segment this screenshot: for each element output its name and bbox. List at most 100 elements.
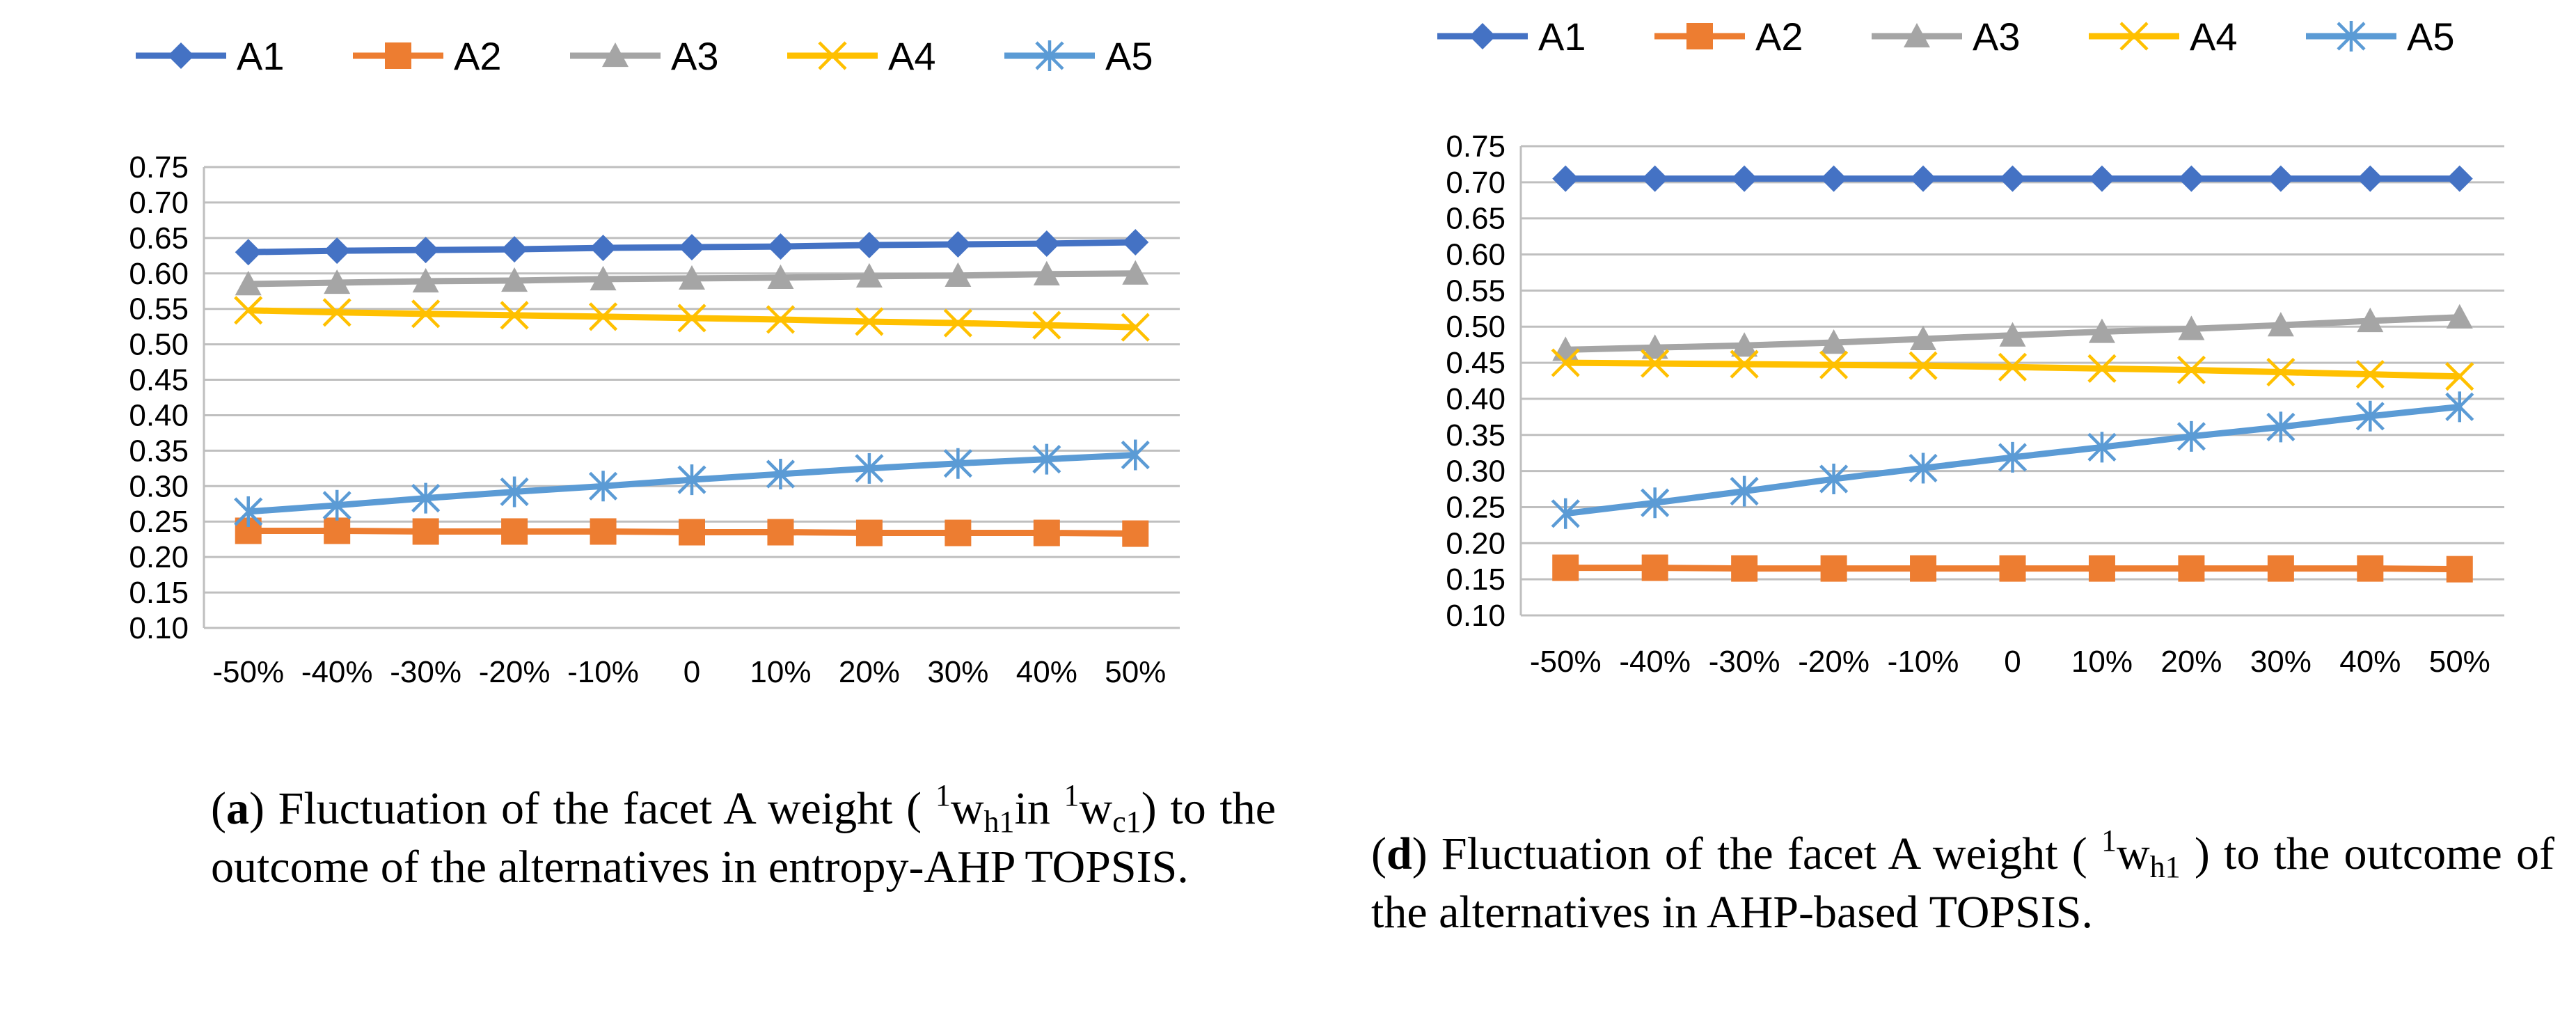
y-tick-label: 0.75 [1446,129,1506,164]
data-point-a5 [1641,487,1670,519]
caption-a-w1-base: w [950,783,984,834]
data-point-a4 [1121,313,1150,342]
y-tick-label: 0.30 [129,469,189,503]
data-point-a1 [1552,165,1579,192]
data-point-a4 [1032,310,1061,340]
data-point-a1 [1641,165,1668,192]
series-a2 [235,517,1149,547]
caption-a-w2-base: w [1079,783,1113,834]
y-tick-label: 0.70 [129,186,189,220]
data-point-a2 [1820,555,1847,582]
caption-d-text-before: Fluctuation of the facet A weight ( [1441,828,2087,879]
x-tick-label: -40% [301,655,373,689]
data-point-a2 [1910,555,1937,582]
data-point-a4 [1730,349,1759,379]
data-point-a1 [590,235,617,262]
x-tick-label: 10% [2071,645,2133,679]
y-tick-label: 0.60 [1446,238,1506,272]
data-point-a5 [943,448,972,479]
x-tick-label: -50% [1530,645,1602,679]
y-tick-label: 0.50 [1446,310,1506,344]
data-point-a5 [1730,475,1759,507]
x-tick-label: -20% [1798,645,1870,679]
data-point-a2 [2357,555,2384,582]
data-point-a1 [1910,165,1937,192]
data-point-a5 [2266,411,2296,443]
caption-a-w2-sup: 1 [1064,778,1080,812]
legend-marker-a1 [168,42,194,69]
legend-marker-a2 [1686,23,1713,49]
caption-d-w1-base: w [2117,828,2150,879]
y-tick-label: 0.60 [129,257,189,291]
legend-label-a2: A2 [454,34,502,78]
data-point-a4 [2266,357,2296,387]
data-point-a3 [2357,307,2384,333]
data-point-a4 [2087,354,2117,383]
legend-marker-a2 [385,42,411,69]
data-point-a4 [2445,362,2474,391]
y-tick-label: 0.40 [129,398,189,432]
series-line-a4 [1565,359,2460,380]
series-a1 [1552,165,2473,192]
data-point-a4 [2176,355,2206,385]
data-point-a1 [1820,165,1847,192]
data-point-a2 [945,519,972,546]
legend-label-a1: A1 [237,34,285,78]
data-point-a3 [324,269,351,294]
data-point-a3 [501,267,528,292]
series-a5 [1551,391,2474,529]
caption-d-text-after: ) to the outcome of the alternatives in … [1371,828,2555,938]
x-tick-label: 50% [1105,655,1166,689]
data-point-a3 [945,262,972,287]
x-tick-label: 20% [839,655,900,689]
data-point-a1 [679,234,705,261]
data-point-a4 [855,307,884,336]
data-point-a4 [1819,350,1849,379]
data-point-a3 [2088,318,2115,343]
gridlines-d [1521,145,2504,617]
x-tick-label: 10% [750,655,811,689]
x-tick-label: 40% [2339,645,2401,679]
data-point-a4 [1551,348,1580,377]
x-tick-label: 30% [2250,645,2312,679]
data-point-a4 [411,299,441,329]
y-tick-label: 0.35 [1446,418,1506,452]
legend-d: A1 A2 A3 A4 A5 [1437,15,2455,58]
data-point-a1 [1033,230,1060,257]
data-point-a2 [590,518,617,545]
series-a5 [234,439,1150,527]
y-tick-label: 0.65 [1446,202,1506,236]
x-tick-label: 30% [927,655,988,689]
data-point-a4 [1909,351,1938,380]
caption-a-text-after: ) to the outcome of the alternatives in … [211,783,1277,892]
data-point-a2 [501,518,528,545]
y-tick-label: 0.50 [129,328,189,362]
legend-label-a2: A2 [1755,15,1803,58]
data-point-a3 [2446,304,2473,329]
y-tick-label: 0.55 [129,292,189,326]
data-point-a1 [855,232,883,259]
legend-marker-a1 [1469,23,1496,49]
legend-label-a5: A5 [1105,34,1153,78]
data-point-a2 [1122,520,1149,547]
data-point-a3 [1033,260,1060,285]
x-tick-label: 0 [683,655,700,689]
data-point-a2 [767,519,794,546]
data-point-a2 [2446,556,2473,583]
data-point-a4 [766,305,796,334]
series-a4 [234,296,1150,342]
data-point-a2 [1552,554,1579,581]
y-tick-label: 0.45 [129,363,189,398]
data-point-a3 [1820,329,1847,354]
data-point-a4 [1641,349,1670,378]
caption-a-w2-sub: c1 [1112,805,1141,839]
data-point-a2 [1999,555,2026,582]
data-point-a2 [2088,555,2115,582]
data-point-a5 [1819,464,1849,495]
data-point-a5 [1121,439,1150,471]
data-point-a3 [855,262,883,288]
legend-label-a3: A3 [671,34,719,78]
data-point-a1 [1122,228,1149,255]
legend-label-a1: A1 [1538,15,1586,58]
y-tick-label: 0.10 [1446,599,1506,633]
